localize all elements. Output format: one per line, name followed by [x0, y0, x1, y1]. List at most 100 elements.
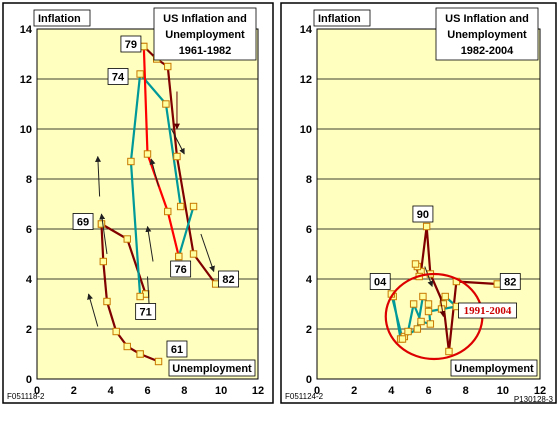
data-point [424, 300, 433, 308]
plot-area [36, 28, 259, 380]
direction-arrow [149, 158, 160, 187]
year-label: 04 [374, 277, 387, 289]
chart-panel-2: 0 2 4 6 8 10 12 14 0 2 4 6 8 10 12 1991-2004 90 04 82 Infla… [280, 2, 557, 404]
data-point [103, 297, 111, 306]
y-tick-label: 8 [306, 174, 312, 186]
x-tick-label: 12 [534, 385, 546, 397]
x-axis-label: Unemployment [454, 363, 534, 375]
data-point [424, 307, 433, 316]
year-label: 74 [112, 72, 125, 84]
x-tick-label: 12 [252, 385, 264, 397]
chart-title-line: Unemployment [447, 29, 527, 41]
data-point [127, 157, 135, 166]
chart-title-line: US Inflation and [163, 13, 247, 25]
year-label-box [72, 213, 94, 230]
x-tick-label: 6 [144, 385, 150, 397]
y-tick-label: 12 [300, 74, 312, 86]
year-label: 69 [77, 217, 89, 229]
data-point [175, 252, 183, 261]
data-point [123, 342, 131, 351]
x-axis-label-box [168, 359, 256, 377]
y-tick-label: 6 [306, 224, 312, 236]
data-point [398, 335, 407, 343]
data-point [140, 42, 148, 51]
x-tick-label: 10 [497, 385, 509, 397]
footnote: F051124-2 [285, 392, 324, 401]
data-point [419, 292, 427, 301]
y-tick-label: 2 [26, 324, 32, 336]
year-label-box [120, 35, 142, 53]
data-point [136, 70, 144, 78]
data-point [123, 235, 131, 243]
data-point [164, 62, 172, 71]
data-point [411, 260, 420, 268]
annotation-box [458, 302, 517, 319]
x-tick-label: 2 [351, 385, 357, 397]
x-tick-label: 0 [314, 385, 320, 397]
data-point [426, 320, 435, 328]
direction-arrow [95, 155, 102, 197]
x-tick-label: 8 [463, 385, 469, 397]
x-axis-label-box [450, 359, 538, 377]
data-point [493, 280, 501, 288]
data-point [143, 150, 152, 158]
direction-arrow [87, 293, 99, 327]
y-tick-label: 8 [26, 174, 32, 186]
x-axis-label: Unemployment [172, 363, 252, 375]
y-tick-label: 12 [20, 74, 32, 86]
x-tick-label: 4 [108, 385, 115, 397]
footnote-secondary: P130128-3 [514, 395, 554, 404]
chart-panel-1: 0 2 4 6 8 10 12 14 0 2 4 6 8 10 12 79 74 69 71 76 82 61 Inflat… [2, 2, 274, 404]
x-tick-label: 6 [425, 385, 431, 397]
year-label: 71 [140, 307, 152, 319]
y-tick-label: 0 [26, 374, 32, 386]
y-axis-label-box [313, 9, 371, 27]
data-point [99, 257, 107, 266]
direction-arrow [145, 225, 154, 262]
year-label: 79 [125, 39, 137, 51]
data-point [173, 152, 181, 161]
x-tick-label: 8 [181, 385, 187, 397]
y-tick-label: 0 [306, 374, 312, 386]
x-tick-label: 0 [34, 385, 40, 397]
y-axis-label: Inflation [38, 13, 81, 25]
chart-title-line: 1961-1982 [179, 45, 232, 57]
data-point [112, 327, 120, 336]
data-point [417, 317, 425, 326]
direction-arrow [99, 213, 108, 255]
chart-title-line: 1982-2004 [461, 45, 514, 57]
data-point [164, 207, 172, 216]
title-box [435, 7, 539, 61]
y-tick-label: 2 [306, 324, 312, 336]
y-tick-label: 6 [26, 224, 32, 236]
year-label: 82 [504, 277, 516, 289]
year-label: 76 [175, 264, 187, 276]
data-point [189, 250, 198, 258]
x-tick-label: 2 [71, 385, 77, 397]
data-point [413, 325, 422, 333]
direction-arrow [424, 266, 434, 288]
data-point [441, 292, 449, 301]
y-tick-label: 10 [300, 124, 312, 136]
direction-arrow [439, 293, 446, 318]
y-axis-label-box [33, 9, 91, 27]
x-tick-label: 4 [388, 385, 395, 397]
y-tick-label: 14 [20, 24, 33, 36]
data-point [154, 357, 163, 366]
year-label-box [218, 270, 239, 288]
year-label-box [166, 340, 188, 358]
data-point [162, 100, 170, 108]
data-point [404, 327, 412, 336]
data-point [176, 202, 185, 211]
year-label-box [499, 273, 521, 290]
year-label-box [135, 303, 157, 320]
chart-title-line: Unemployment [165, 29, 245, 41]
x-tick-label: 10 [215, 385, 227, 397]
year-label: 61 [171, 344, 183, 356]
year-label-box [412, 205, 434, 223]
data-point [136, 350, 144, 358]
data-point [189, 202, 198, 211]
y-tick-label: 14 [300, 24, 313, 36]
data-point [445, 347, 453, 356]
